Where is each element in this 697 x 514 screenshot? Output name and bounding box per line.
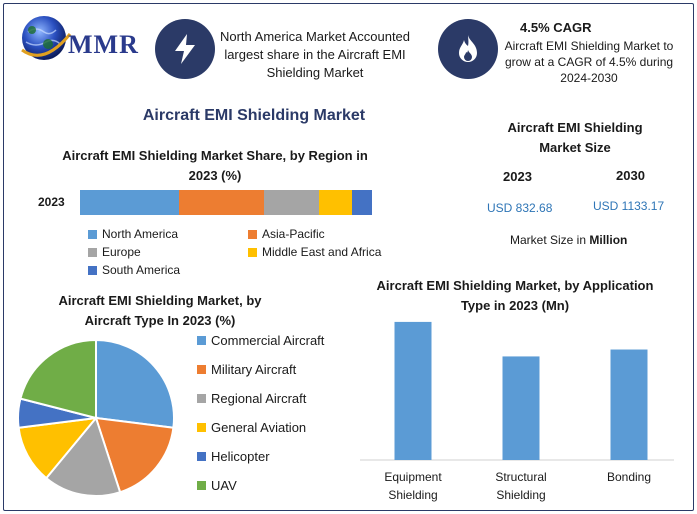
legend-label: Military Aircraft [211,362,297,377]
aircraft-legend-item: Commercial Aircraft [197,333,324,348]
legend-swatch [197,423,206,432]
aircraft-legend-item: Helicopter [197,449,270,464]
bar-equipment-shielding [394,321,432,460]
region-stacked-bar [80,190,372,215]
region-share-title: Aircraft EMI Shielding Market Share, by … [62,148,368,183]
bar-structural-shielding [502,356,540,460]
legend-swatch [197,365,206,374]
market-size-unit-note: Market Size in Million [510,233,627,247]
highlight-north-america: North America Market Accounted largest s… [219,29,411,80]
region-legend-item: South America [88,263,180,277]
legend-swatch [197,336,206,345]
region-legend-item: Middle East and Africa [248,245,381,259]
legend-swatch [88,247,97,257]
market-size-title: Aircraft EMI Shielding Market Size [507,120,643,155]
legend-label: UAV [211,478,237,493]
cagr-description: Aircraft EMI Shielding Market to grow at… [504,39,674,85]
region-share-year-label: 2023 [38,195,65,209]
aircraft-legend-item: Regional Aircraft [197,391,306,406]
legend-swatch [88,229,97,239]
application-x-axis-labels: Equipment Shielding Structural Shielding B… [352,468,682,508]
legend-label: Commercial Aircraft [211,333,325,348]
legend-label: Regional Aircraft [211,391,307,406]
legend-swatch [197,452,206,461]
region-bar-segment-asia-pacific [179,190,264,215]
application-bar-chart [360,321,674,461]
legend-swatch [88,265,97,275]
flame-icon [438,19,498,79]
aircraft-type-legend: Commercial Aircraft Military Aircraft Regi… [197,333,347,503]
cagr-title: 4.5% CAGR [520,20,592,35]
region-legend-item: Asia-Pacific [248,227,325,241]
x-tick-label: Bonding [606,470,652,484]
lightning-icon [155,19,215,79]
legend-label: South America [102,263,181,277]
infographic-frame [3,3,694,511]
main-title: Aircraft EMI Shielding Market [142,107,366,124]
pie-slice-military-aircraft [94,416,175,494]
application-type-title: Aircraft EMI Shielding Market, by Applic… [376,278,654,313]
x-tick-label: Structural Shielding [495,470,547,502]
region-bar-segment-south-america [351,190,372,215]
legend-swatch [248,229,257,239]
pie-slice-commercial-aircraft [95,339,175,429]
legend-label: Europe [102,245,141,259]
aircraft-legend-item: General Aviation [197,420,306,435]
legend-label: North America [102,227,179,241]
brand-logo-text: MMR [68,30,139,59]
region-bar-segment-europe [263,190,320,215]
market-size-value-2023: USD 832.68 [487,201,553,215]
legend-swatch [197,394,206,403]
legend-label: General Aviation [211,420,307,435]
pie-slice-regional-aircraft [44,415,122,497]
region-bar-segment-north-america [80,190,180,215]
pie-slice-uav [19,339,97,420]
legend-swatch [248,247,257,257]
x-tick-label: Equipment Shielding [384,470,442,502]
unit-note-prefix: Market Size in [510,233,587,247]
aircraft-legend-item: UAV [197,478,237,493]
legend-label: Middle East and Africa [262,245,382,259]
aircraft-type-pie [17,339,175,497]
market-size-year-2023: 2023 [503,169,532,184]
legend-label: Helicopter [211,449,270,464]
market-size-value-2030: USD 1133.17 [593,199,665,213]
aircraft-type-title: Aircraft EMI Shielding Market, by Aircra… [58,293,262,328]
globe-logo-icon [21,16,72,60]
market-size-year-2030: 2030 [616,168,645,183]
region-bar-segment-middle-east-and-africa [319,190,352,215]
aircraft-legend-item: Military Aircraft [197,362,296,377]
legend-swatch [197,481,206,490]
unit-note-unit: Million [589,233,628,247]
region-legend: North America Asia-Pacific Europe Middle Ea… [88,227,408,281]
region-legend-item: Europe [88,245,141,259]
legend-label: Asia-Pacific [262,227,325,241]
region-legend-item: North America [88,227,178,241]
bar-bonding [610,349,648,460]
